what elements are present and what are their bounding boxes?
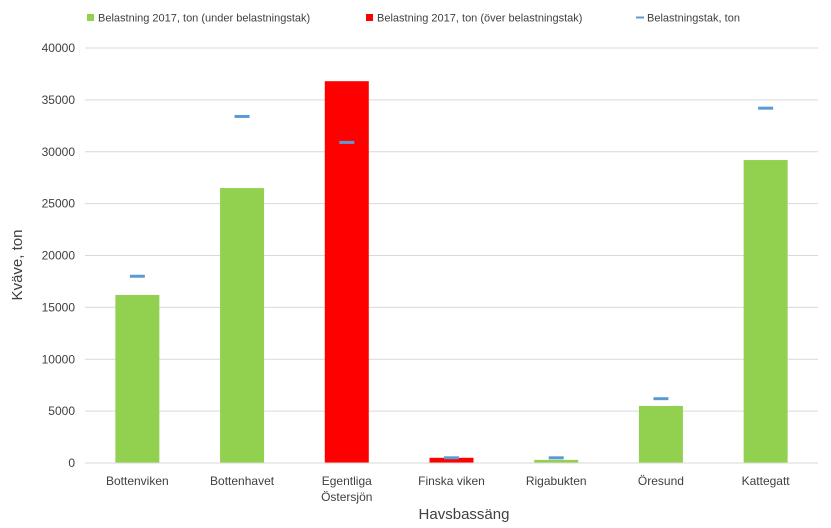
legend-swatch [87,14,94,21]
x-tick-label: Egentliga Östersjön [321,474,372,504]
legend-label: Belastningstak, ton [647,13,740,25]
x-tick-label-line: Rigabukten [526,474,587,488]
x-tick-label: Öresund [638,474,684,488]
y-tick-label: 20000 [42,249,76,263]
x-tick-label: Bottenhavet [210,474,275,488]
y-tick-label: 25000 [42,197,76,211]
bar [324,81,369,463]
x-tick-label: Bottenviken [106,474,169,488]
x-tick-label: Finska viken [418,474,485,488]
x-tick-labels: Bottenviken Bottenhavet Egentliga Östersjön… [106,474,790,504]
x-tick-label: Rigabukten [526,474,587,488]
y-tick-label: 15000 [42,300,76,314]
x-tick-label-line: Kattegatt [742,474,791,488]
y-axis-title: Kväve, ton [9,230,26,301]
bar [115,294,160,463]
x-tick-label-line: Finska viken [418,474,485,488]
legend-label: Belastning 2017, ton (under belastningst… [98,13,310,25]
x-tick-label-line: Bottenhavet [210,474,275,488]
bar [638,405,683,463]
x-tick-label-line: Östersjön [321,490,372,504]
y-tick-label: 30000 [42,145,76,159]
legend-label: Belastning 2017, ton (över belastningsta… [377,13,582,25]
bar [220,188,265,463]
bars [115,81,788,464]
x-tick-label-line: Öresund [638,474,684,488]
x-axis-title: Havsbassäng [419,506,510,523]
cap-markers [129,106,774,460]
gridlines [85,47,818,412]
y-tick-label: 40000 [42,41,76,55]
y-tick-label: 0 [68,456,75,470]
bar [534,459,579,463]
x-tick-label-line: Egentliga [322,474,372,488]
bar [743,160,788,464]
y-tick-label: 5000 [48,404,75,418]
y-tick-label: 10000 [42,352,76,366]
y-tick-labels: 0 5000 10000 15000 20000 25000 30000 35000 40000 [42,41,76,470]
bar [429,457,474,463]
legend: Belastning 2017, ton (under belastningst… [87,13,740,25]
x-tick-label-line: Bottenviken [106,474,169,488]
legend-swatch [366,14,373,21]
x-tick-label: Kattegatt [742,474,791,488]
y-tick-label: 35000 [42,93,76,107]
